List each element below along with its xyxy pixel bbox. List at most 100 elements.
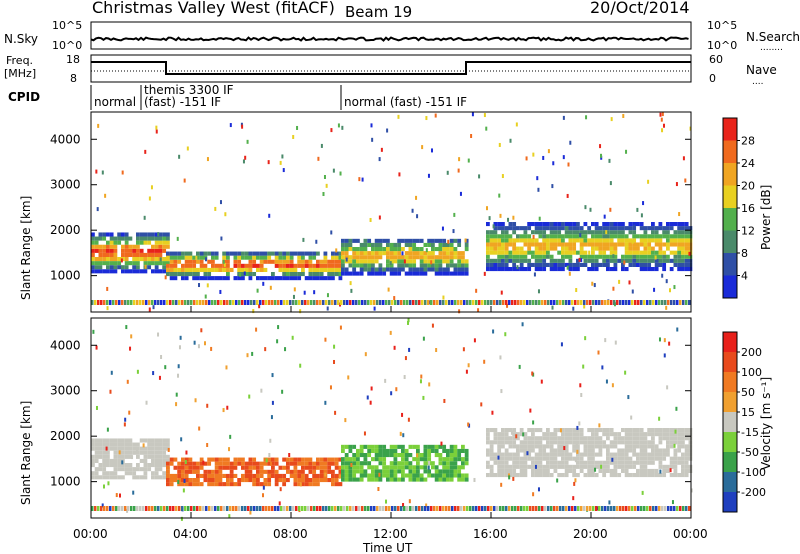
range-cell — [572, 444, 577, 449]
range-cell — [181, 465, 185, 470]
range-cell — [363, 255, 368, 260]
range-cell — [651, 226, 655, 231]
range-cell — [367, 453, 372, 458]
range-cell — [639, 428, 644, 433]
range-cell — [594, 246, 599, 251]
range-cell — [166, 263, 170, 268]
range-cell — [557, 222, 562, 227]
y-tick-label: 1000 — [50, 269, 81, 283]
ground-cell — [451, 300, 454, 305]
scatter-cell — [465, 369, 468, 374]
range-cell — [401, 453, 405, 458]
ground-cell — [127, 300, 130, 305]
range-cell — [166, 240, 170, 245]
range-cell — [446, 473, 450, 478]
range-cell — [583, 250, 588, 255]
range-cell — [203, 263, 208, 268]
range-cell — [356, 271, 360, 276]
range-cell — [143, 475, 148, 480]
y-tick-label: 3000 — [50, 384, 81, 398]
ground-cell — [247, 300, 250, 305]
range-cell — [389, 247, 394, 252]
range-cell — [546, 436, 550, 441]
range-cell — [542, 468, 547, 473]
range-cell — [286, 276, 290, 281]
range-cell — [568, 242, 573, 247]
ground-cell — [322, 300, 325, 305]
range-cell — [658, 246, 663, 251]
range-cell — [341, 242, 345, 247]
range-cell — [662, 448, 667, 453]
range-cell — [681, 428, 685, 433]
range-cell — [301, 263, 305, 268]
range-cell — [393, 444, 398, 449]
range-cell — [214, 255, 219, 260]
range-cell — [542, 432, 547, 437]
range-cell — [237, 263, 242, 268]
range-cell — [438, 238, 443, 243]
range-cell — [117, 467, 122, 472]
range-cell — [598, 444, 603, 449]
velocity-ylabel: Slant Range [km] — [19, 401, 33, 505]
range-cell — [553, 440, 558, 445]
range-cell — [681, 468, 685, 473]
range-cell — [639, 448, 644, 453]
range-cell — [412, 259, 417, 264]
range-cell — [188, 469, 193, 474]
range-cell — [512, 267, 517, 272]
scatter-cell — [136, 369, 139, 374]
range-cell — [669, 242, 674, 247]
x-axis: 00:00 04:00 08:00 12:00 16:00 20:00 00:00 — [73, 306, 708, 541]
range-cell — [651, 432, 655, 437]
range-cell — [423, 263, 428, 268]
scatter-cell — [243, 271, 246, 276]
range-cell — [382, 465, 387, 470]
range-cell — [147, 257, 152, 262]
range-cell — [493, 436, 498, 441]
ground-cell — [223, 300, 226, 305]
ground-cell — [199, 506, 202, 511]
range-cell — [621, 238, 625, 243]
range-cell — [259, 251, 264, 256]
range-cell — [519, 267, 524, 272]
range-cell — [181, 255, 185, 260]
scatter-cell — [599, 144, 602, 149]
range-cell — [684, 456, 689, 461]
range-cell — [673, 262, 678, 267]
range-cell — [681, 250, 685, 255]
ground-cell — [304, 506, 307, 511]
range-cell — [568, 428, 573, 433]
range-cell — [639, 468, 644, 473]
range-cell — [241, 267, 245, 272]
range-cell — [166, 251, 170, 256]
range-cell — [636, 436, 640, 441]
range-cell — [464, 457, 469, 462]
scatter-cell — [278, 501, 281, 506]
range-cell — [393, 259, 398, 264]
range-cell — [117, 475, 122, 480]
ground-cell — [208, 300, 211, 305]
range-cell — [121, 232, 125, 237]
range-cell — [211, 251, 215, 256]
range-cell — [117, 454, 122, 459]
ground-cell — [157, 300, 160, 305]
range-cell — [244, 465, 249, 470]
range-cell — [568, 258, 573, 263]
range-cell — [501, 250, 505, 255]
range-cell — [508, 464, 513, 469]
range-cell — [497, 452, 502, 457]
range-cell — [516, 456, 520, 461]
range-cell — [341, 255, 345, 260]
scatter-cell — [167, 447, 170, 452]
range-cell — [282, 465, 287, 470]
range-cell — [501, 262, 505, 267]
scatter-cell — [537, 487, 540, 492]
range-cell — [534, 428, 539, 433]
scatter-cell — [262, 485, 265, 490]
range-cell — [423, 255, 428, 260]
ground-cell — [670, 506, 673, 511]
range-cell — [113, 458, 118, 463]
range-cell — [579, 464, 584, 469]
range-cell — [233, 482, 238, 487]
range-cell — [252, 263, 257, 268]
